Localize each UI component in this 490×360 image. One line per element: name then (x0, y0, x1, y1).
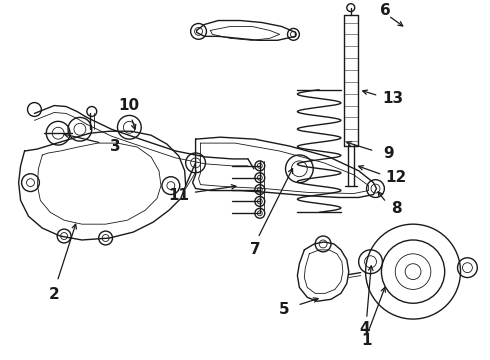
Text: 13: 13 (383, 91, 404, 106)
Text: 2: 2 (49, 287, 60, 302)
Text: 8: 8 (391, 201, 402, 216)
Text: 5: 5 (279, 302, 290, 317)
Text: 12: 12 (386, 170, 407, 185)
Text: 11: 11 (168, 188, 189, 203)
Text: 3: 3 (110, 139, 121, 154)
Text: 6: 6 (380, 3, 391, 18)
Text: 10: 10 (119, 98, 140, 113)
Text: 4: 4 (359, 321, 370, 337)
Text: 7: 7 (249, 242, 260, 257)
Text: 9: 9 (383, 147, 393, 162)
Text: 1: 1 (361, 333, 372, 348)
